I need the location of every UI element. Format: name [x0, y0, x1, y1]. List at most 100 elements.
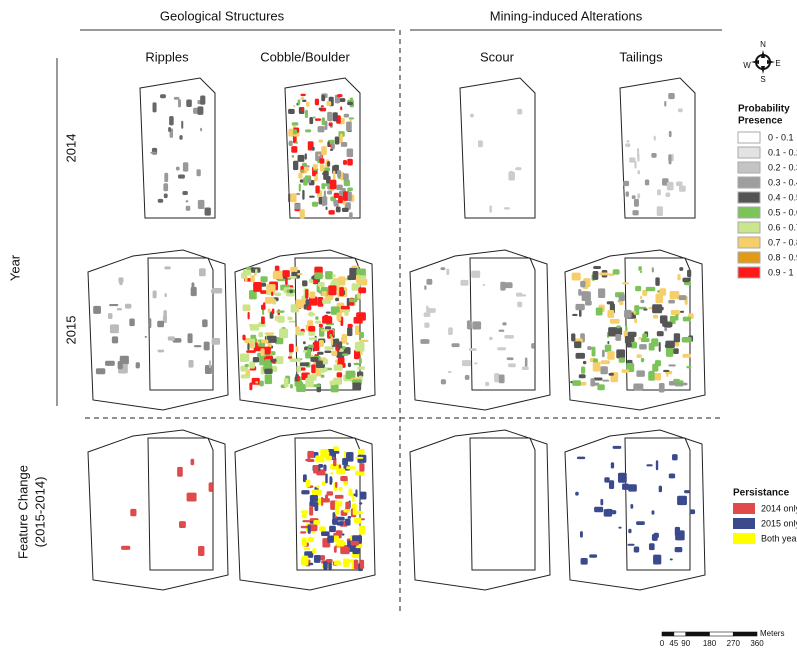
map-patch [336, 530, 343, 535]
legend-label: 0.4 - 0.5 [768, 192, 797, 202]
map-patch [313, 465, 318, 473]
map-patch [359, 526, 365, 535]
map-patch [682, 354, 690, 358]
map-patch [665, 192, 670, 197]
map-patch [266, 284, 275, 293]
map-patch [348, 363, 351, 367]
map-patch [664, 328, 667, 332]
map-patch [657, 331, 664, 336]
map-panel [88, 430, 228, 590]
map-patch [209, 360, 211, 368]
legend-swatch [733, 533, 755, 544]
change-label: Feature Change [15, 465, 30, 559]
map-patch [360, 492, 367, 500]
map-patch [460, 280, 468, 286]
map-patch [275, 318, 277, 321]
map-patch [610, 319, 620, 324]
map-patch [325, 494, 328, 501]
map-patch [312, 202, 318, 207]
map-patch [593, 266, 601, 269]
map-patch [677, 274, 680, 280]
map-patch [314, 272, 322, 279]
map-patch [260, 348, 264, 356]
map-patch [318, 154, 321, 156]
map-patch [515, 167, 521, 170]
map-patch [630, 504, 633, 509]
map-panel [565, 430, 705, 590]
map-patch [607, 341, 609, 344]
map-patch [337, 521, 343, 525]
map-patch [326, 101, 331, 106]
map-patch [163, 183, 168, 191]
map-patch [577, 457, 585, 460]
map-patch [273, 271, 283, 279]
map-patch [347, 327, 352, 336]
legend-label: 2015 only [761, 518, 797, 528]
scale-segment [686, 632, 710, 636]
map-patch [470, 114, 474, 118]
map-patch [250, 324, 259, 331]
map-patch [343, 509, 350, 512]
map-patch [659, 383, 665, 393]
map-patch [150, 152, 156, 154]
map-patch [329, 122, 333, 126]
map-patch [354, 560, 358, 569]
map-patch [295, 382, 304, 387]
map-patch [622, 483, 629, 489]
map-patch [345, 502, 350, 510]
map-patch [580, 281, 585, 287]
legend-title: Persistance [733, 488, 790, 499]
map-patch [424, 323, 429, 328]
map-patch [287, 317, 292, 320]
map-patch [312, 548, 316, 553]
map-patch [499, 374, 505, 383]
map-patch [348, 489, 352, 497]
map-patch [346, 122, 352, 132]
map-patch [119, 280, 122, 285]
map-patch [275, 293, 281, 296]
map-patch [615, 334, 621, 341]
map-patch [93, 306, 101, 314]
map-patch [330, 478, 333, 484]
map-patch [497, 347, 506, 350]
map-patch [655, 277, 659, 285]
legend-swatch [738, 207, 760, 218]
map-patch [178, 175, 185, 179]
map-patch [198, 200, 205, 209]
map-patch [304, 548, 310, 550]
map-patch [349, 117, 354, 119]
map-patch [326, 317, 332, 324]
legend-swatch [738, 267, 760, 278]
map-patch [355, 489, 357, 497]
map-patch [357, 293, 360, 299]
map-patch [250, 342, 253, 349]
map-patch [659, 342, 661, 352]
map-patch [347, 148, 353, 157]
map-patch [359, 358, 362, 365]
map-patch [309, 337, 317, 340]
map-patch [531, 343, 535, 348]
map-patch [308, 345, 315, 348]
map-patch [504, 207, 510, 209]
map-patch [440, 267, 445, 270]
map-patch [502, 322, 506, 325]
map-patch [358, 287, 366, 293]
map-patch [344, 114, 349, 118]
map-patch [329, 526, 336, 532]
map-patch [336, 206, 341, 212]
map-patch [489, 205, 491, 212]
map-patch [279, 329, 288, 339]
map-patch [319, 158, 324, 163]
map-patch [628, 484, 637, 491]
map-patch [330, 180, 337, 190]
legend-label: 0.6 - 0.7 [768, 222, 797, 232]
map-patch [293, 129, 297, 134]
map-patch [504, 335, 513, 339]
map-outline [88, 250, 228, 410]
map-patch [112, 336, 118, 343]
map-patch [310, 291, 316, 298]
legend-title: Presence [738, 116, 783, 127]
map-patch [306, 306, 311, 311]
map-patch [181, 121, 183, 129]
map-patch [675, 547, 683, 552]
